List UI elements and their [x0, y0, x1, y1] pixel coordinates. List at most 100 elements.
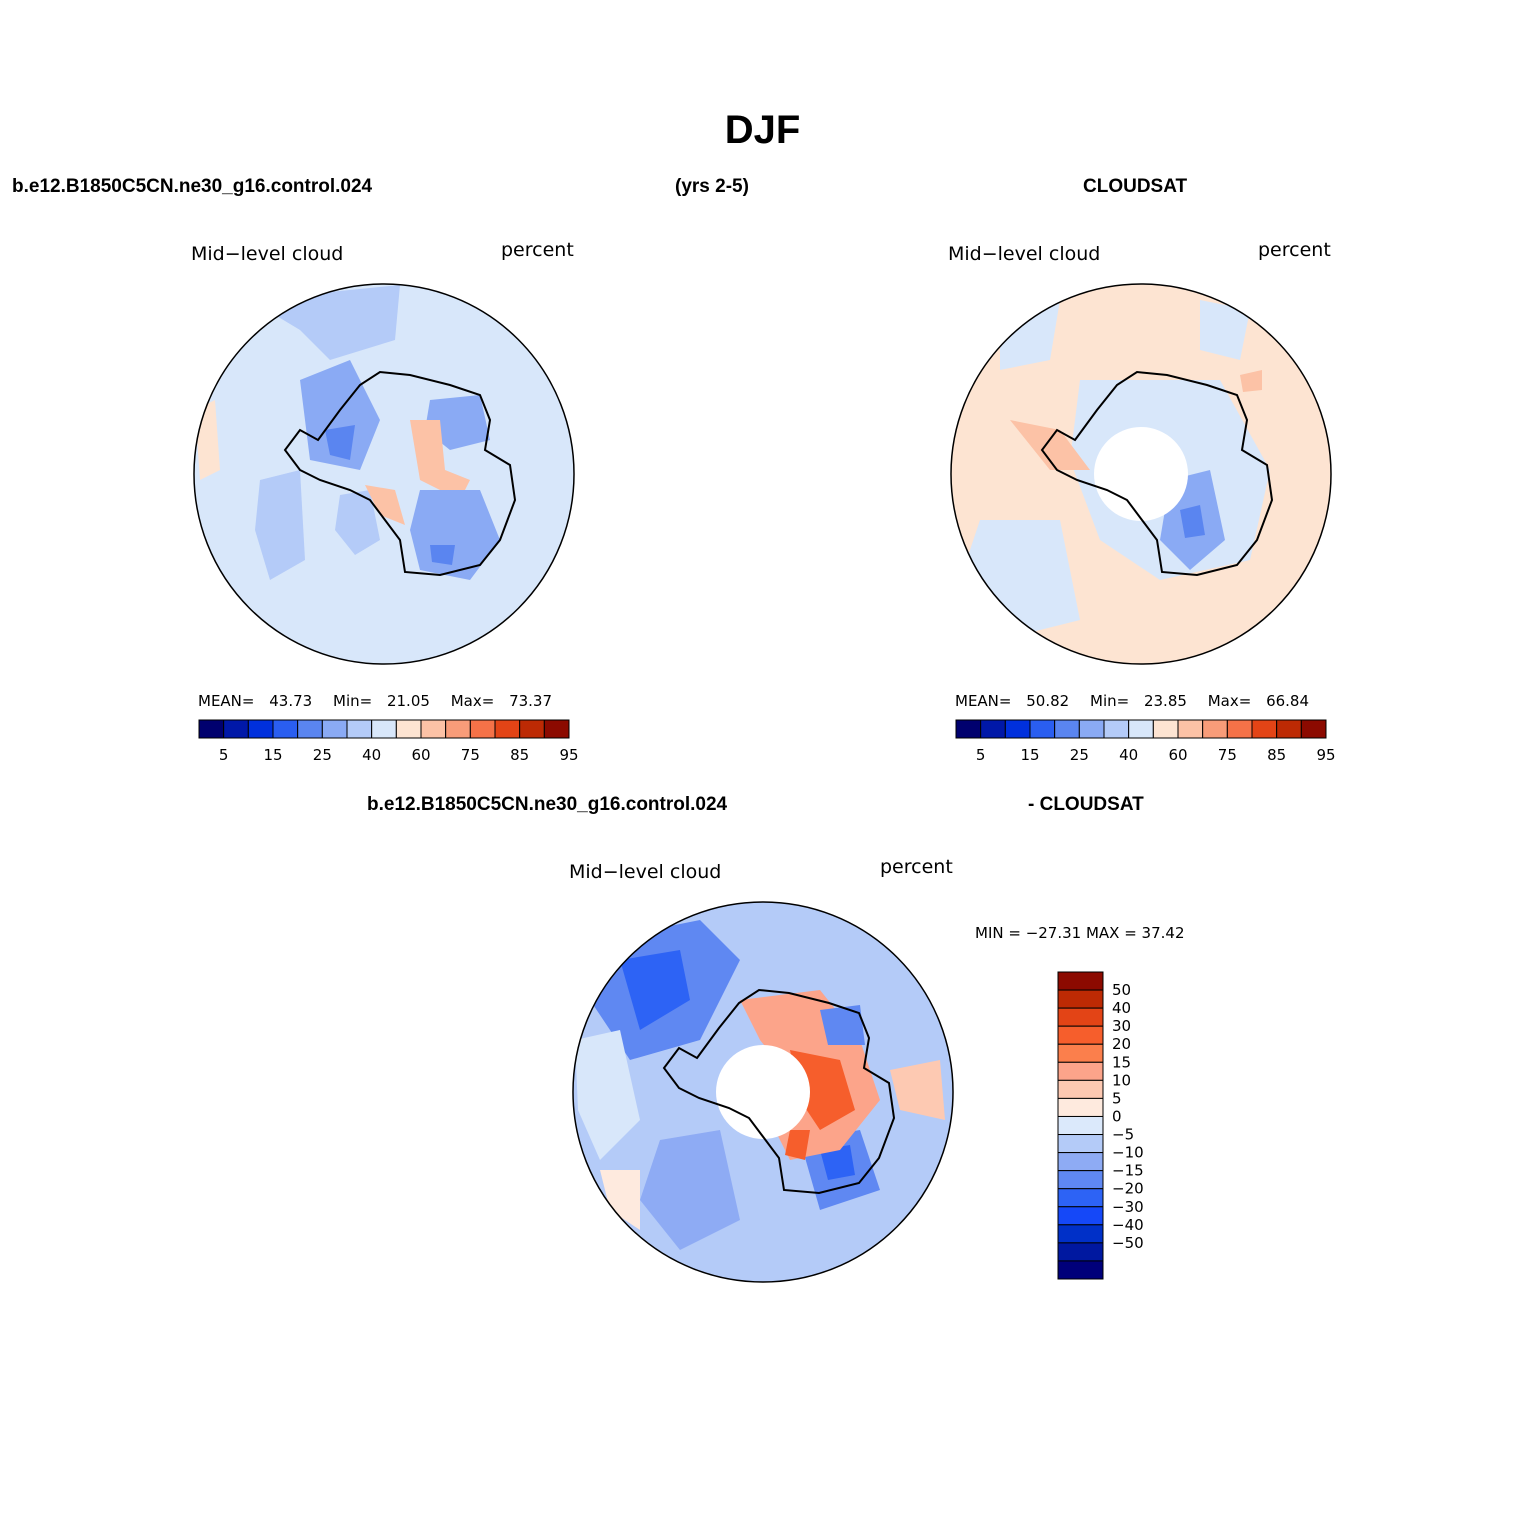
- colorbar-tick-label: −20: [1112, 1180, 1144, 1198]
- map-obs: [950, 283, 1332, 665]
- colorbar-swatch: [1057, 1043, 1104, 1063]
- map-border: [572, 901, 954, 1283]
- panel-obs-units: percent: [1258, 239, 1331, 261]
- colorbar-swatch: [1251, 719, 1278, 739]
- colorbar-swatch: [1057, 1061, 1104, 1081]
- contour-patch: [325, 425, 355, 460]
- colorbar-tick-label: −15: [1112, 1162, 1144, 1180]
- colorbar-swatch: [445, 719, 471, 739]
- colorbar-tick-label: 30: [1112, 1017, 1131, 1035]
- contour-patch: [255, 470, 305, 580]
- colorbar-swatch: [955, 719, 982, 739]
- map-border: [193, 283, 575, 665]
- colorbar-tick-label: −10: [1112, 1144, 1144, 1162]
- colorbar-swatch: [980, 719, 1006, 739]
- colorbar-swatch: [1057, 1115, 1104, 1136]
- colorbar-swatch: [1078, 719, 1105, 739]
- colorbar-swatch: [1057, 1224, 1104, 1244]
- colorbar-tick-label: 95: [559, 746, 578, 764]
- colorbar-swatch: [1057, 1134, 1104, 1154]
- colorbar-swatch: [395, 719, 422, 739]
- contour-patch: [430, 545, 455, 565]
- stat-min-label: Min=: [1090, 692, 1130, 710]
- contour-patch: [600, 1170, 640, 1230]
- contour-patch: [335, 490, 380, 555]
- colorbar-swatch: [1057, 989, 1104, 1009]
- contour-patch: [820, 1005, 865, 1045]
- stat-max-label: Max=: [450, 692, 495, 710]
- colorbar-tick-label: 40: [1112, 999, 1131, 1017]
- map-diff: [572, 901, 954, 1283]
- contour-patch: [300, 360, 380, 470]
- colorbar-swatch: [543, 719, 570, 739]
- contour-patch: [1010, 420, 1090, 470]
- diff-minmax: MIN = −27.31 MAX = 37.42: [975, 924, 1185, 942]
- stat-max-value: 66.84: [1266, 692, 1310, 710]
- diff-obs-header: - CLOUDSAT: [1028, 794, 1144, 815]
- pole-hole: [716, 1045, 810, 1139]
- stat-mean-label: MEAN=: [198, 692, 255, 710]
- colorbar-swatch: [1057, 1007, 1104, 1027]
- colorbar-swatch: [1152, 719, 1179, 739]
- colorbar-swatch: [1057, 1025, 1104, 1045]
- colorbar-swatch: [272, 719, 299, 739]
- panel-diff-variable: Mid−level cloud: [569, 861, 722, 883]
- stat-max-label: Max=: [1207, 692, 1252, 710]
- contour-patch: [785, 1130, 810, 1160]
- figure-title: DJF: [724, 108, 801, 152]
- obs-name-header: CLOUDSAT: [1083, 176, 1188, 197]
- colorbar-tick-label: 75: [461, 746, 480, 764]
- colorbar-tick-label: 20: [1112, 1035, 1131, 1053]
- colorbar-swatch: [198, 719, 225, 739]
- stat-max-value: 73.37: [509, 692, 553, 710]
- stats-model: MEAN= 43.73 Min= 21.05 Max= 73.37: [198, 692, 552, 710]
- colorbar-tick-label: 10: [1112, 1071, 1131, 1089]
- pole-hole: [1094, 427, 1188, 521]
- colorbar-swatch: [1057, 1097, 1104, 1117]
- coastline-antarctica: [662, 988, 896, 1195]
- colorbar-tick-label: 60: [1168, 746, 1187, 764]
- panel-diff-units: percent: [880, 856, 953, 878]
- map-model: [193, 283, 575, 665]
- colorbar-swatch: [1057, 1206, 1104, 1226]
- contour-patch: [790, 1050, 855, 1130]
- colorbar-tick-label: 5: [976, 746, 986, 764]
- stat-mean-value: 50.82: [1026, 692, 1070, 710]
- contour-patch: [1240, 370, 1262, 392]
- colorbar-swatch: [1054, 719, 1080, 739]
- contour-patch: [890, 1060, 945, 1120]
- colorbar-swatch: [1029, 719, 1056, 739]
- colorbar-tick-label: 50: [1112, 981, 1131, 999]
- colorbar-tick-label: 15: [1020, 746, 1039, 764]
- colorbar-swatch: [1103, 719, 1130, 739]
- diff-case-header: b.e12.B1850C5CN.ne30_g16.control.024: [367, 794, 728, 815]
- colorbar-swatch: [1276, 719, 1302, 739]
- colorbar-swatch: [1057, 1152, 1104, 1172]
- stats-obs: MEAN= 50.82 Min= 23.85 Max= 66.84: [955, 692, 1309, 710]
- colorbar-tick-label: 15: [263, 746, 282, 764]
- case-name-header: b.e12.B1850C5CN.ne30_g16.control.024: [12, 176, 373, 197]
- stat-mean-label: MEAN=: [955, 692, 1012, 710]
- colorbar-swatch: [247, 719, 274, 739]
- colorbar-obs: 5 15 25 40 60 75 85 95: [955, 719, 1336, 764]
- stat-mean-value: 43.73: [269, 692, 313, 710]
- colorbar-swatch: [1057, 1079, 1104, 1099]
- colorbar-swatch: [494, 719, 521, 739]
- colorbar-swatch: [223, 719, 249, 739]
- colorbar-tick-label: 5: [1112, 1089, 1122, 1107]
- colorbar-tick-label: 85: [510, 746, 529, 764]
- colorbar-swatch: [346, 719, 373, 739]
- contour-patch: [1200, 300, 1250, 360]
- contour-patch: [640, 1130, 740, 1250]
- coastline-antarctica: [1040, 370, 1274, 577]
- contour-patch: [575, 1030, 640, 1160]
- colorbar-swatch: [1202, 719, 1228, 739]
- colorbar-swatch: [469, 719, 496, 739]
- colorbar-tick-label: 75: [1218, 746, 1237, 764]
- contour-patch: [820, 1145, 855, 1180]
- colorbar-tick-label: 95: [1316, 746, 1335, 764]
- colorbar-tick-label: −30: [1112, 1198, 1144, 1216]
- coastline-antarctica: [283, 370, 517, 577]
